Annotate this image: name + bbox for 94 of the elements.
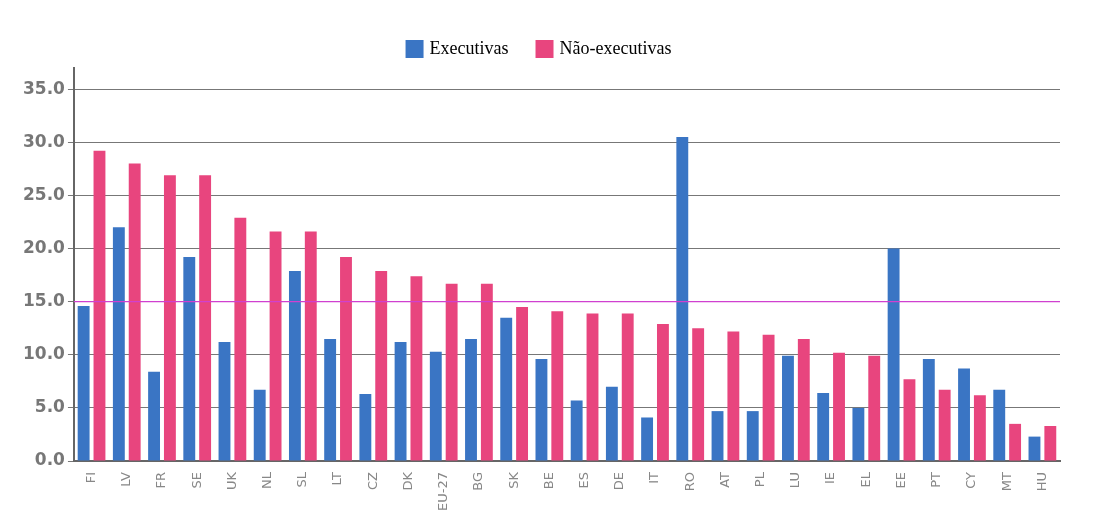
bar [868, 355, 881, 461]
legend-label: Não-executivas [559, 37, 672, 58]
x-tick-label: PT [928, 471, 944, 488]
x-tick-label: EE [892, 472, 908, 489]
bar [551, 311, 564, 461]
x-tick-label: IT [646, 471, 662, 484]
x-tick-label: DK [399, 471, 415, 491]
bar [782, 355, 794, 461]
x-tick-label: ES [575, 472, 591, 489]
x-tick-label: LU [787, 472, 803, 489]
bar [375, 270, 388, 461]
x-tick-label: LT [329, 471, 345, 486]
bar [833, 352, 845, 461]
bar [163, 175, 176, 461]
bar [903, 379, 916, 461]
bar [445, 283, 458, 461]
bar [128, 163, 141, 461]
bar [269, 231, 282, 461]
bar [656, 324, 669, 461]
bar [746, 411, 759, 461]
x-tick-label: CY [963, 471, 979, 489]
bar [112, 227, 125, 461]
bar [938, 389, 951, 461]
x-tick-label: DE [611, 472, 627, 491]
x-tick-label: EU-27 [435, 472, 451, 512]
x-tick-label: NL [259, 471, 275, 490]
bar [676, 137, 689, 461]
y-tick-label: 5.0 [34, 396, 66, 417]
bar [218, 342, 231, 461]
bar [535, 359, 548, 461]
legend-label: Executivas [429, 37, 509, 58]
bar [621, 313, 634, 461]
x-tick-label: IE [822, 472, 838, 485]
bar [762, 334, 775, 461]
bar [692, 328, 705, 461]
bar [394, 342, 407, 461]
y-tick-label: 0.0 [34, 449, 66, 470]
x-tick-label: UK [223, 471, 239, 491]
bar [199, 175, 212, 461]
x-tick-label: SK [505, 471, 521, 489]
bar [958, 368, 970, 461]
bar [605, 386, 618, 461]
bar [641, 417, 654, 461]
x-tick-label: FI [82, 472, 98, 484]
bar [429, 351, 442, 461]
bar [324, 338, 337, 461]
y-tick-label: 35.0 [22, 77, 66, 98]
bar [304, 231, 317, 461]
x-tick-label: EL [857, 471, 873, 488]
bar [797, 338, 810, 461]
bar [711, 411, 724, 461]
x-tick-label: RO [681, 472, 697, 492]
y-tick-label: 25.0 [22, 183, 66, 204]
y-tick-label: 15.0 [22, 290, 66, 311]
y-tick-label: 30.0 [22, 130, 66, 151]
bar [887, 248, 900, 461]
bar [183, 257, 196, 461]
bar [500, 317, 513, 461]
bar [727, 331, 740, 461]
bar [359, 394, 372, 461]
y-tick-label: 20.0 [22, 237, 66, 258]
x-tick-label: HU [1033, 472, 1049, 492]
bar [288, 270, 301, 461]
bar [516, 307, 529, 461]
bar [586, 313, 599, 461]
bar [93, 150, 106, 461]
bar [922, 359, 935, 461]
x-tick-label: LV [118, 471, 134, 487]
bar [148, 371, 160, 461]
bar [234, 217, 247, 461]
bar [817, 393, 830, 461]
bar [852, 407, 865, 461]
x-tick-label: CZ [364, 471, 380, 491]
bar [993, 389, 1006, 461]
x-tick-label: AT [716, 471, 732, 488]
x-tick-label: SE [188, 472, 204, 489]
bar [1044, 425, 1057, 461]
bar [480, 283, 493, 461]
bar [1009, 423, 1022, 461]
x-tick-label: FR [153, 472, 169, 489]
x-tick-label: BE [540, 472, 556, 490]
bar [973, 395, 986, 461]
y-tick-label: 10.0 [22, 343, 66, 364]
x-tick-label: PL [752, 471, 768, 488]
bar [410, 276, 423, 461]
bar [570, 400, 583, 461]
bar [1028, 436, 1041, 461]
bar [253, 389, 266, 461]
x-tick-label: MT [998, 471, 1014, 492]
bar [77, 305, 90, 461]
x-tick-label: BG [470, 472, 486, 491]
bar [465, 338, 477, 461]
x-tick-label: SL [294, 471, 310, 488]
bar [340, 257, 352, 461]
